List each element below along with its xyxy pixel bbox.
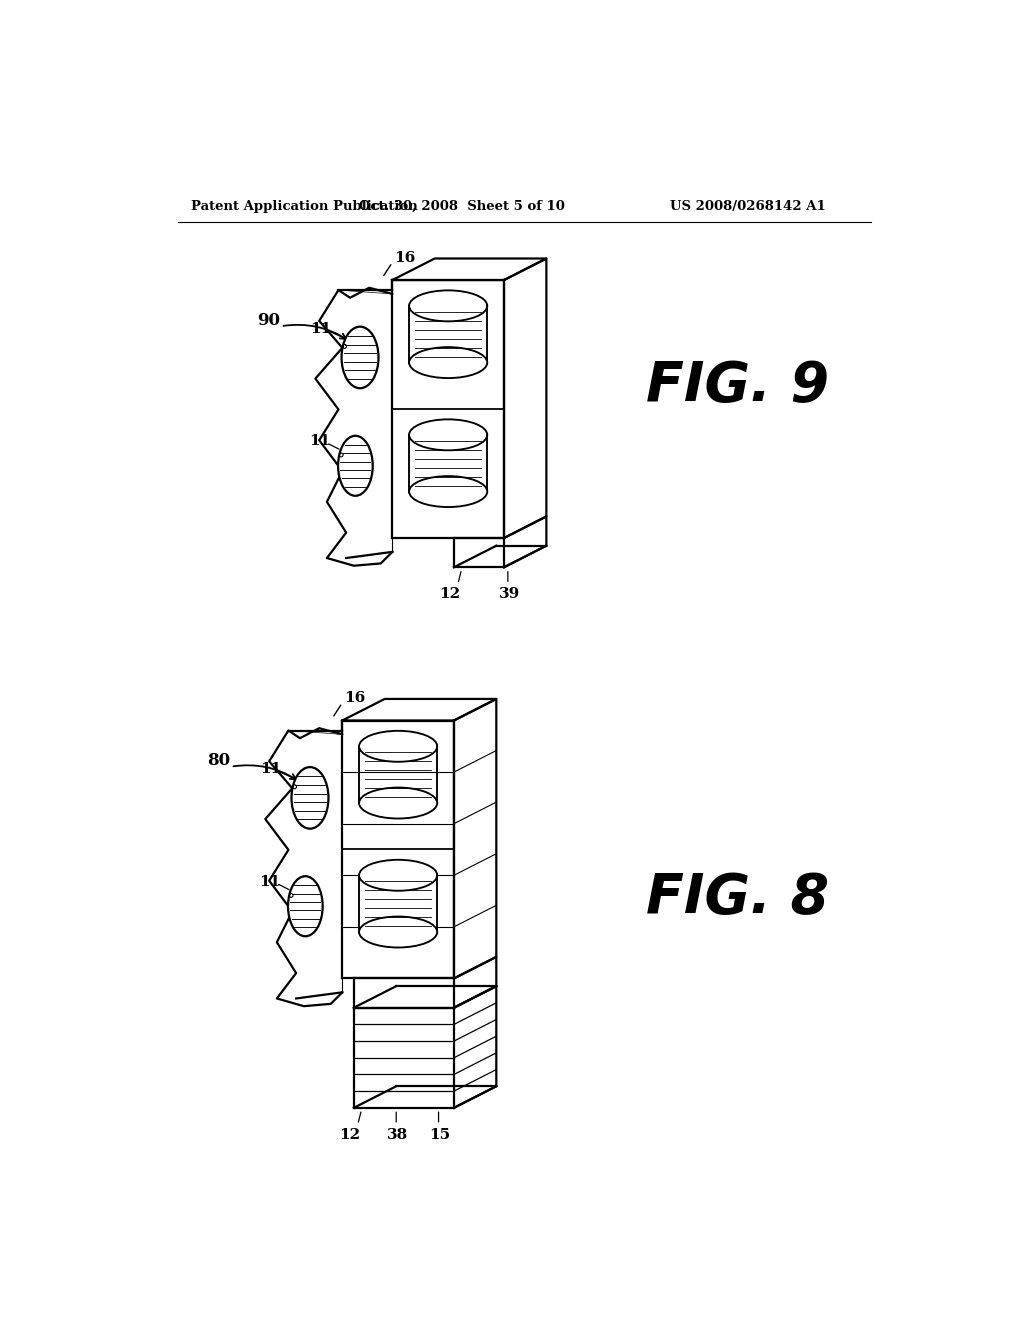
Ellipse shape [410, 290, 487, 321]
Text: 16: 16 [394, 251, 415, 265]
Text: Oct. 30, 2008  Sheet 5 of 10: Oct. 30, 2008 Sheet 5 of 10 [358, 199, 564, 213]
Text: 11: 11 [310, 322, 331, 337]
Ellipse shape [288, 876, 323, 936]
Text: 39: 39 [499, 587, 520, 601]
Text: US 2008/0268142 A1: US 2008/0268142 A1 [670, 199, 825, 213]
Ellipse shape [359, 859, 437, 891]
Text: 80: 80 [208, 752, 230, 770]
Text: FIG. 9: FIG. 9 [646, 359, 829, 413]
Ellipse shape [292, 767, 329, 829]
Text: FIG. 8: FIG. 8 [646, 871, 829, 924]
Text: 16: 16 [344, 692, 366, 705]
Ellipse shape [359, 731, 437, 762]
Text: 11: 11 [260, 763, 282, 776]
Text: 11: 11 [309, 434, 331, 449]
Ellipse shape [342, 326, 379, 388]
Ellipse shape [410, 420, 487, 450]
Text: 11: 11 [259, 875, 281, 888]
Ellipse shape [359, 788, 437, 818]
Ellipse shape [359, 916, 437, 948]
Text: 38: 38 [387, 1127, 409, 1142]
Ellipse shape [338, 436, 373, 496]
Text: Patent Application Publication: Patent Application Publication [190, 199, 418, 213]
Ellipse shape [410, 347, 487, 378]
Text: 12: 12 [339, 1127, 360, 1142]
Text: 15: 15 [429, 1127, 451, 1142]
Text: 90: 90 [258, 312, 281, 329]
Text: 12: 12 [439, 587, 461, 601]
Ellipse shape [410, 477, 487, 507]
